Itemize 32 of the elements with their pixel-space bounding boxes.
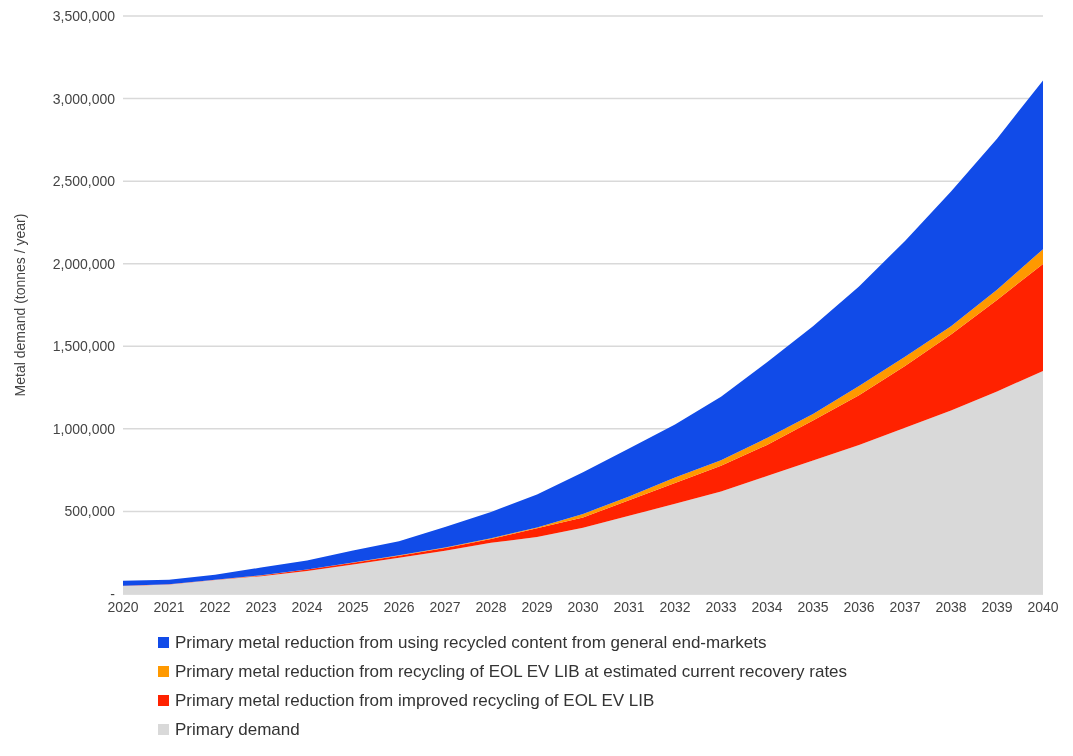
legend-label: Primary metal reduction from recycling of EOL EV LIB at estimated current recovery rates	[175, 661, 848, 682]
x-tick-label: 2024	[291, 598, 323, 615]
x-tick-label: 2030	[567, 598, 599, 615]
y-tick-label: 3,500,000	[52, 7, 116, 24]
x-tick-label: 2035	[797, 598, 829, 615]
x-tick-label: 2034	[751, 598, 783, 615]
legend-label: Primary metal reduction from using recycled content from general end-markets	[175, 632, 767, 653]
y-tick-label: 1,000,000	[52, 420, 116, 437]
y-tick-label: 2,000,000	[52, 255, 116, 272]
x-tick-label: 2037	[889, 598, 921, 615]
x-tick-label: 2028	[475, 598, 507, 615]
x-tick-label: 2031	[613, 598, 645, 615]
y-tick-label: 3,000,000	[52, 90, 116, 107]
y-tick-label: 1,500,000	[52, 338, 116, 355]
y-axis-title: Metal demand (tonnes / year)	[11, 213, 28, 397]
y-tick-label: 2,500,000	[52, 173, 116, 190]
x-tick-label: 2032	[659, 598, 691, 615]
x-tick-label: 2023	[245, 598, 277, 615]
x-tick-label: 2040	[1027, 598, 1059, 615]
x-tick-label: 2027	[429, 598, 461, 615]
x-tick-label: 2039	[981, 598, 1013, 615]
x-tick-label: 2026	[383, 598, 415, 615]
x-tick-label: 2025	[337, 598, 369, 615]
y-tick-label: 500,000	[64, 503, 116, 520]
x-tick-label: 2033	[705, 598, 737, 615]
x-tick-label: 2021	[153, 598, 185, 615]
legend-label: Primary demand	[175, 719, 300, 740]
legend-label: Primary metal reduction from improved recycling of EOL EV LIB	[175, 690, 655, 711]
x-tick-label: 2038	[935, 598, 967, 615]
x-tick-label: 2029	[521, 598, 553, 615]
x-tick-label: 2022	[199, 598, 231, 615]
x-tick-label: 2036	[843, 598, 875, 615]
